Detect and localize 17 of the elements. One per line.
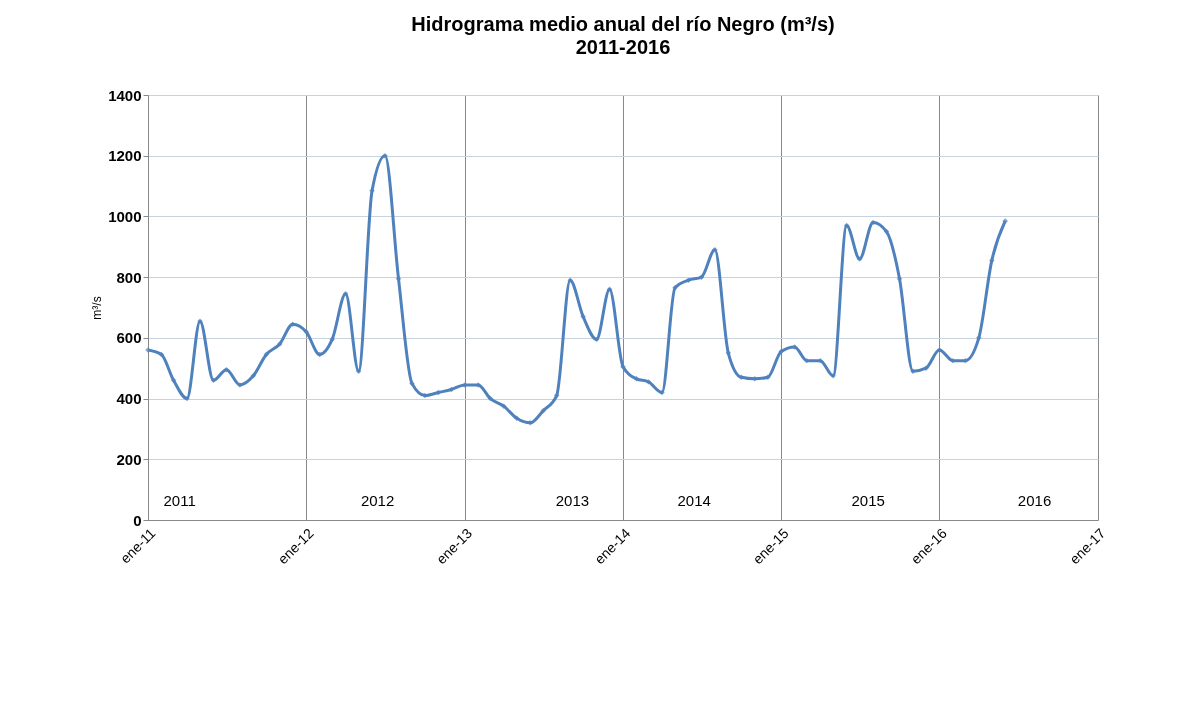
y-tick-label: 0 (133, 511, 142, 529)
y-tick-label: 600 (116, 329, 142, 347)
annotation: 2015 (851, 491, 885, 509)
y-tick-label: 400 (116, 390, 142, 408)
y-tick-label: 1200 (108, 147, 142, 165)
annotation: 2014 (677, 491, 711, 509)
y-tick-label: 1000 (108, 207, 142, 225)
annotation: 2011 (163, 491, 196, 509)
y-tick-label: 1400 (108, 86, 142, 104)
annotation: 2016 (1017, 491, 1052, 509)
chart-title: Hidrograma medio anual del río Negro (m³/s) (411, 13, 835, 35)
annotation: 2012 (360, 491, 395, 509)
annotation: 2013 (555, 491, 590, 509)
y-tick-label: 800 (116, 268, 142, 286)
chart-subtitle: 2011-2016 (575, 36, 671, 58)
y-axis-title: m³/s (90, 296, 105, 320)
y-tick-label: 200 (116, 450, 142, 468)
